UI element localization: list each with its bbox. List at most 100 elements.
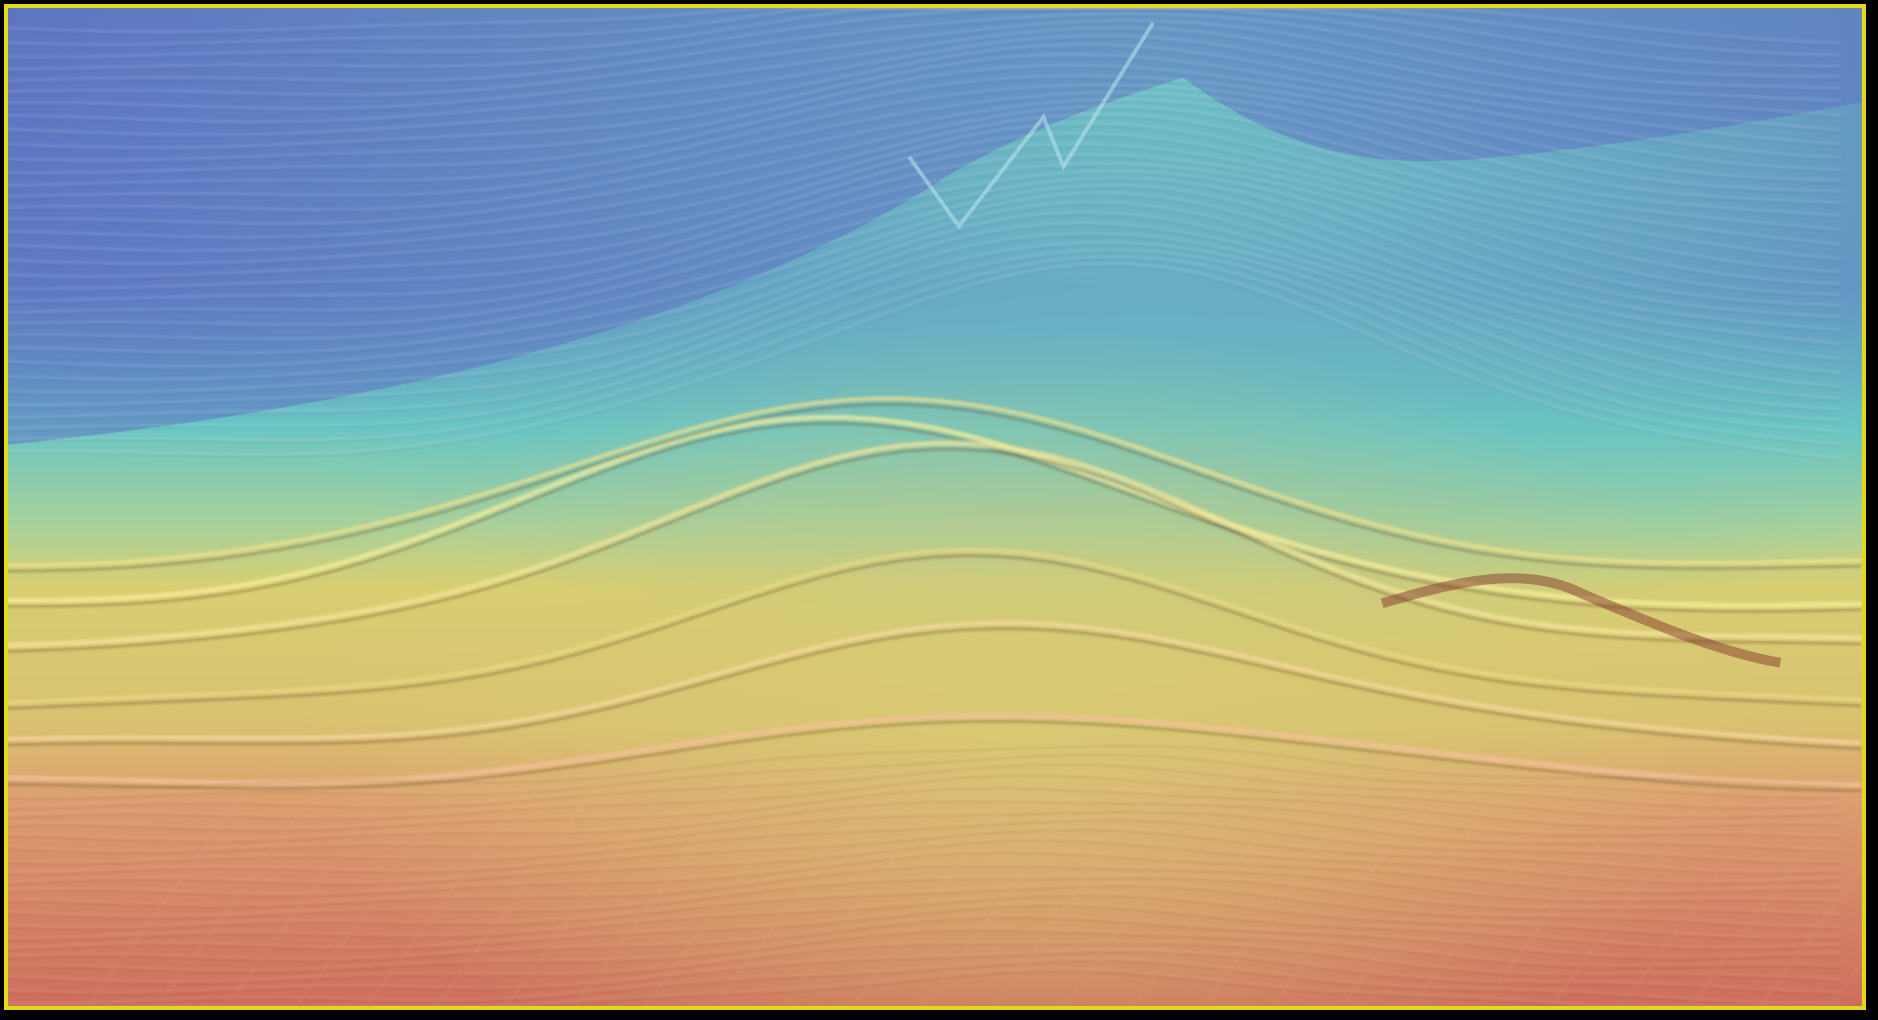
seismic-section-image xyxy=(8,8,1862,1006)
reflector-shallow xyxy=(8,105,1841,230)
reflector-shallow xyxy=(8,210,1841,387)
reflector-shallow-shadow xyxy=(8,179,1841,333)
reflector-layers xyxy=(8,8,1862,1006)
reflector-shallow xyxy=(8,34,1841,131)
reflector-deep xyxy=(8,797,1841,840)
reflector-deep-shadow xyxy=(8,877,1841,920)
reflector-shallow xyxy=(8,8,1841,78)
reflector-deep-shadow xyxy=(8,943,1841,985)
reflector-shallow-shadow xyxy=(8,234,1841,412)
reflector-shallow xyxy=(8,74,1841,181)
reflector-deep xyxy=(8,784,1841,829)
migration-artifact xyxy=(1550,761,1732,1006)
reflector-deep xyxy=(8,836,1841,883)
reflector-shallow xyxy=(8,43,1841,145)
reflector-shallow xyxy=(8,255,1841,445)
migration-artifact xyxy=(1341,761,1523,1006)
reflector-shallow-shadow xyxy=(8,172,1841,320)
reflector-deep-shadow xyxy=(8,800,1841,843)
reflector-shallow-shadow xyxy=(8,86,1841,194)
migration-artifact xyxy=(1132,761,1314,1006)
migration-artifact xyxy=(923,761,1105,1006)
image-frame xyxy=(4,4,1866,1010)
reflector-bright xyxy=(8,547,1862,705)
reflector-shallow xyxy=(8,122,1841,259)
reflector-shallow xyxy=(8,8,1841,44)
reflector-deep-shadow xyxy=(8,865,1841,908)
reflector-shallow xyxy=(8,232,1841,410)
reflector-shallow-shadow xyxy=(8,251,1841,434)
migration-artifact xyxy=(1480,761,1662,1006)
reflector-shallow xyxy=(8,113,1841,245)
reflector-deep-shadow xyxy=(8,917,1841,963)
reflector-deep-shadow xyxy=(8,951,1841,996)
reflector-shallow xyxy=(8,192,1841,359)
fault-ridge xyxy=(907,21,1155,230)
migration-artifact xyxy=(992,761,1174,1006)
migration-artifact xyxy=(1620,761,1802,1006)
reflector-bright-shadow xyxy=(8,447,1862,653)
reflector-shallow-shadow xyxy=(8,22,1841,104)
reflector-shallow xyxy=(8,13,1841,89)
reflector-shallow-shadow xyxy=(8,9,1841,69)
migration-artifact xyxy=(1062,761,1244,1006)
reflector-deep xyxy=(8,940,1841,982)
reflector-deep xyxy=(8,816,1841,862)
reflector-deep xyxy=(8,927,1841,971)
migration-artifact xyxy=(1759,866,1862,1006)
reflector-shallow-shadow xyxy=(8,186,1841,347)
reflector-deep-shadow xyxy=(8,885,1841,931)
reflector-shallow-shadow xyxy=(8,258,1841,447)
reflector-bright xyxy=(8,712,1862,788)
reflector-bright-shadow xyxy=(8,554,1862,710)
migration-artifact xyxy=(156,761,338,1006)
reflector-shallow-shadow xyxy=(8,94,1841,206)
reflector-deep-shadow xyxy=(8,930,1841,974)
reflector-shallow-shadow xyxy=(8,100,1841,219)
reflector-deep xyxy=(8,808,1841,851)
reflector-bright xyxy=(8,440,1862,648)
reflector-shallow-shadow xyxy=(8,9,1841,80)
migration-artifact xyxy=(574,761,756,1006)
reflector-shallow xyxy=(8,26,1841,116)
reflector-shallow xyxy=(8,162,1841,306)
reflector-deep-shadow xyxy=(8,839,1841,886)
reflector-deep xyxy=(8,967,1841,1006)
reflector-shallow xyxy=(8,200,1841,374)
reflector-shallow-shadow xyxy=(8,108,1841,233)
reflector-shallow-shadow xyxy=(8,244,1841,423)
migration-artifact xyxy=(1829,961,1862,1006)
reflector-shallow xyxy=(8,262,1841,459)
reflector-shallow xyxy=(8,91,1841,203)
reflector-deep-shadow xyxy=(8,960,1841,1006)
reflector-deep-shadow xyxy=(8,787,1841,832)
reflector-deep-shadow xyxy=(8,819,1841,865)
reflector-deep xyxy=(8,760,1841,807)
reflector-shallow xyxy=(8,132,1841,273)
reflector-shallow-shadow xyxy=(8,203,1841,376)
reflector-deep-shadow xyxy=(8,894,1841,942)
migration-artifact xyxy=(86,761,268,1006)
migration-artifact xyxy=(296,761,477,1006)
reflector-deep xyxy=(8,891,1841,939)
migration-artifact xyxy=(1202,761,1383,1006)
reflector-deep xyxy=(8,771,1841,818)
reflector-shallow xyxy=(8,143,1841,285)
reflector-deep-shadow xyxy=(8,774,1841,820)
reflector-deep-shadow xyxy=(8,905,1841,951)
reflector-bright-shadow xyxy=(8,627,1862,751)
reflector-shallow-shadow xyxy=(8,56,1841,161)
reflector-shallow-shadow xyxy=(8,213,1841,389)
migration-artifact xyxy=(226,761,408,1006)
reflector-deep-shadow xyxy=(8,745,1841,789)
reflector-shallow-shadow xyxy=(8,37,1841,133)
reflector-shallow-shadow xyxy=(8,265,1841,461)
migration-artifact xyxy=(714,761,895,1006)
reflector-shallow-shadow xyxy=(8,145,1841,287)
migration-artifact xyxy=(1411,761,1592,1006)
migration-artifact xyxy=(365,761,547,1006)
reflector-shallow-shadow xyxy=(8,77,1841,183)
reflector-deep xyxy=(8,957,1841,1004)
reflector-deep xyxy=(8,914,1841,960)
reflector-deep xyxy=(8,882,1841,928)
